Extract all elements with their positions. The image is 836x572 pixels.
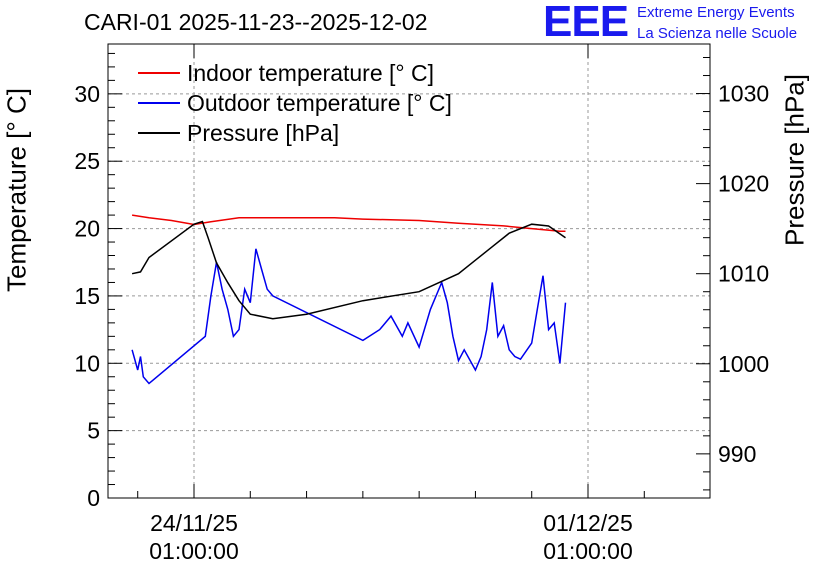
y2-tick-label: 1030 bbox=[718, 81, 769, 107]
y2-tick-label: 1010 bbox=[718, 261, 769, 287]
axes: 0 5 10 15 20 25 30 990 1000 1010 1020 1030 bbox=[74, 44, 769, 511]
legend-line-outdoor bbox=[138, 102, 180, 104]
y-tick-label: 10 bbox=[74, 350, 100, 376]
legend-label-indoor: Indoor temperature [° C] bbox=[187, 59, 434, 86]
y-tick-label: 30 bbox=[74, 81, 100, 107]
x-tick-date: 24/11/25 bbox=[150, 510, 238, 536]
y2-tick-label: 1000 bbox=[718, 351, 769, 377]
y-tick-label: 0 bbox=[87, 485, 100, 511]
legend-item-pressure: Pressure [hPa] bbox=[138, 118, 452, 148]
x-tick-date: 01/12/25 bbox=[543, 510, 633, 536]
legend-item-outdoor: Outdoor temperature [° C] bbox=[138, 88, 452, 118]
plot-lines bbox=[131, 214, 567, 385]
x-tick-time: 01:00:00 bbox=[543, 538, 633, 564]
series-pressure-line bbox=[131, 220, 566, 320]
x-tick-label: 24/11/25 01:00:00 bbox=[149, 509, 239, 565]
legend-line-pressure bbox=[138, 132, 180, 134]
grid bbox=[108, 44, 710, 498]
org-line-1: Extreme Energy Events bbox=[637, 4, 795, 21]
y-tick-label: 20 bbox=[74, 216, 100, 242]
x-tick-label: 01/12/25 01:00:00 bbox=[543, 509, 633, 565]
org-line-2: La Scienza nelle Scuole bbox=[637, 25, 798, 42]
legend-line-indoor bbox=[138, 72, 180, 74]
eee-logo: EEE bbox=[543, 0, 629, 46]
legend-item-indoor: Indoor temperature [° C] bbox=[138, 58, 452, 88]
legend: Indoor temperature [° C] Outdoor tempera… bbox=[138, 58, 452, 148]
legend-label-outdoor: Outdoor temperature [° C] bbox=[187, 89, 452, 116]
x-tick-time: 01:00:00 bbox=[149, 538, 239, 564]
y2-tick-label: 1020 bbox=[718, 171, 769, 197]
y-tick-label: 25 bbox=[74, 148, 100, 174]
y-tick-label: 15 bbox=[74, 283, 100, 309]
chart-title: CARI-01 2025-11-23--2025-12-02 bbox=[84, 9, 428, 35]
y-tick-label: 5 bbox=[87, 418, 100, 444]
legend-label-pressure: Pressure [hPa] bbox=[187, 119, 340, 146]
plot-frame bbox=[107, 43, 711, 499]
y2-tick-label: 990 bbox=[718, 441, 756, 467]
series-outdoor-line bbox=[131, 248, 567, 385]
y-axis-label-right: Pressure [hPa] bbox=[779, 74, 810, 246]
y-axis-label-left: Temperature [° C] bbox=[1, 87, 32, 293]
